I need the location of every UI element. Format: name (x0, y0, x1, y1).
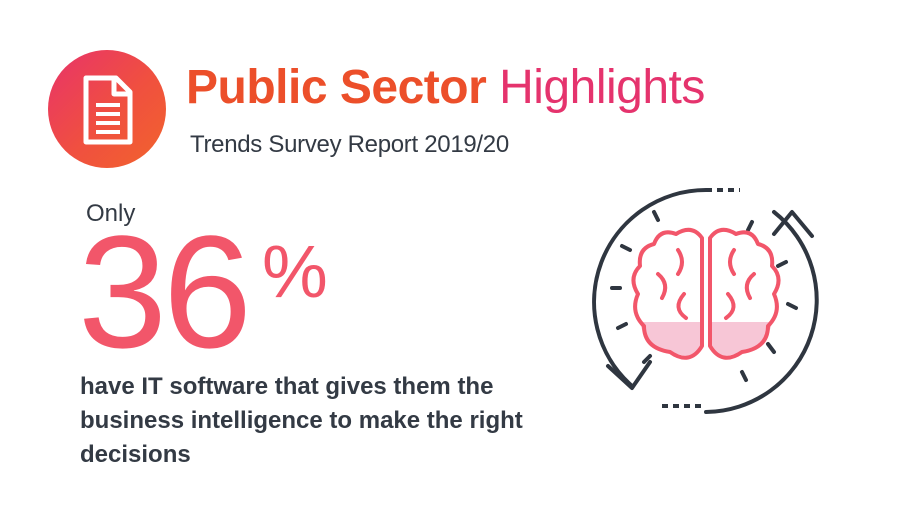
brain-cycle-icon (592, 188, 819, 414)
title-light: Highlights (499, 61, 705, 114)
stat-value: 36 (78, 202, 252, 381)
logo-badge (48, 50, 166, 168)
document-icon (83, 75, 133, 145)
stat-description: have IT software that gives them the bus… (80, 373, 523, 468)
title-strong: Public Sector (186, 61, 487, 114)
page-title: Public Sector Highlights (186, 58, 705, 118)
stat-prefix: Only (86, 200, 136, 227)
page-subtitle: Trends Survey Report 2019/20 (190, 131, 509, 158)
stat-unit: % (262, 230, 328, 313)
